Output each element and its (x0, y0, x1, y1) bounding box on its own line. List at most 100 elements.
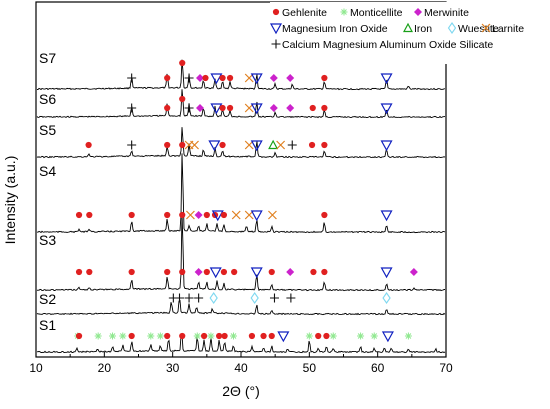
phase-marker-gehlenite (268, 268, 275, 276)
x-tick-label: 40 (234, 361, 248, 375)
phase-marker-gehlenite (221, 332, 228, 340)
series-label-s1: S1 (39, 317, 56, 333)
phase-marker-plus (184, 293, 194, 303)
phase-marker-gehlenite (226, 104, 234, 112)
legend-item-larnite: Larnite (481, 23, 524, 35)
phase-marker-monticellite (329, 332, 337, 340)
series-line-s3 (36, 212, 445, 292)
series-line-s5 (36, 127, 446, 159)
phase-marker-mgfeo (209, 267, 222, 279)
phase-marker-gehlenite (128, 332, 135, 340)
phase-marker-larnite (231, 210, 241, 220)
phase-marker-mgfeo (210, 103, 223, 115)
legend-background (270, 2, 546, 64)
phase-marker-merwinite (409, 268, 418, 276)
phase-marker-monticellite (207, 332, 215, 340)
phase-marker-wuestite (382, 292, 391, 304)
series-line-s7 (37, 59, 445, 91)
phase-marker-merwinite (286, 268, 295, 276)
phase-marker-gehlenite (202, 74, 209, 82)
legend-marker-monticellite (340, 8, 348, 16)
legend-item-merwinite: Merwinite (414, 7, 469, 19)
phase-marker-mgfeo (250, 210, 263, 222)
marker-layer (74, 59, 418, 343)
legend: Gehlenite Monticellite Merwinite Magnesium … (269, 2, 546, 64)
x-tick-label: 30 (166, 361, 180, 375)
series-label-s2: S2 (39, 291, 56, 307)
phase-marker-monticellite (370, 332, 378, 340)
legend-item-gehlenite: Gehlenite (272, 7, 327, 19)
phase-marker-plus (184, 103, 194, 113)
legend-marker-gehlenite (272, 8, 280, 16)
phase-marker-gehlenite (216, 332, 223, 340)
phase-marker-merwinite (194, 211, 203, 219)
phase-marker-gehlenite (164, 141, 171, 149)
legend-item-iron: Iron (403, 22, 432, 35)
series-label-s4: S4 (39, 163, 56, 179)
phase-marker-gehlenite (128, 211, 135, 219)
phase-marker-mgfeo (250, 267, 263, 279)
phase-marker-mgfeo (208, 140, 221, 152)
y-axis-label: Intensity (a.u.) (2, 156, 18, 245)
phase-marker-larnite (268, 210, 277, 220)
phase-marker-merwinite (286, 74, 295, 82)
x-tick-label: 60 (371, 361, 385, 375)
phase-marker-gehlenite (321, 141, 328, 149)
phase-marker-monticellite (357, 332, 365, 340)
phase-marker-gehlenite (310, 268, 317, 276)
phase-marker-gehlenite (323, 332, 330, 340)
phase-marker-gehlenite (164, 74, 171, 82)
legend-label: Calcium Magnesium Aluminum Oxide Silicat… (282, 39, 493, 51)
phase-marker-merwinite (194, 268, 203, 276)
phase-marker-gehlenite (75, 332, 83, 340)
legend-label: Iron (414, 23, 432, 35)
phase-marker-wuestite (209, 292, 218, 304)
phase-marker-merwinite (196, 74, 204, 82)
phase-marker-gehlenite (220, 268, 228, 276)
phase-marker-gehlenite (128, 268, 135, 276)
phase-marker-gehlenite (164, 104, 171, 112)
phase-marker-mgfeo (210, 73, 223, 85)
phase-marker-gehlenite (309, 104, 316, 112)
phase-marker-gehlenite (219, 74, 226, 82)
phase-marker-plus (269, 293, 279, 303)
phase-marker-monticellite (305, 332, 313, 340)
phase-marker-mgfeo (380, 73, 393, 85)
phase-marker-monticellite (94, 332, 102, 340)
phase-marker-gehlenite (86, 211, 93, 219)
phase-marker-mgfeo (380, 103, 393, 115)
phase-marker-plus (175, 293, 184, 303)
phase-marker-plus (127, 140, 137, 150)
phase-marker-gehlenite (315, 332, 322, 340)
phase-marker-gehlenite (164, 268, 171, 276)
phase-marker-gehlenite (219, 104, 226, 112)
legend-marker-merwinite (414, 8, 422, 16)
phase-marker-gehlenite (164, 211, 171, 219)
legend-label: Monticellite (350, 7, 403, 19)
phase-marker-merwinite (269, 104, 278, 112)
phase-marker-plus (184, 73, 194, 83)
phase-marker-monticellite (404, 332, 412, 340)
phase-marker-monticellite (109, 332, 117, 340)
phase-marker-gehlenite (179, 211, 186, 219)
series-label-s3: S3 (39, 232, 56, 248)
phase-marker-gehlenite (179, 141, 186, 149)
series-line-s4 (36, 153, 446, 234)
phase-marker-wuestite (250, 292, 259, 304)
legend-marker-plus (271, 39, 281, 49)
series-label-s6: S6 (39, 91, 56, 107)
x-tick-label: 10 (29, 361, 43, 375)
phase-marker-monticellite (119, 332, 127, 340)
phase-marker-monticellite (156, 332, 164, 340)
phase-marker-mgfeo (250, 140, 263, 152)
legend-marker-wuestite (447, 22, 457, 34)
phase-marker-gehlenite (85, 141, 92, 149)
phase-marker-gehlenite (164, 332, 171, 340)
series-line-s2 (36, 299, 446, 316)
phase-marker-plus (286, 293, 296, 303)
phase-marker-larnite (276, 140, 286, 150)
phase-marker-mgfeo (380, 210, 393, 222)
phase-marker-monticellite (229, 332, 237, 340)
